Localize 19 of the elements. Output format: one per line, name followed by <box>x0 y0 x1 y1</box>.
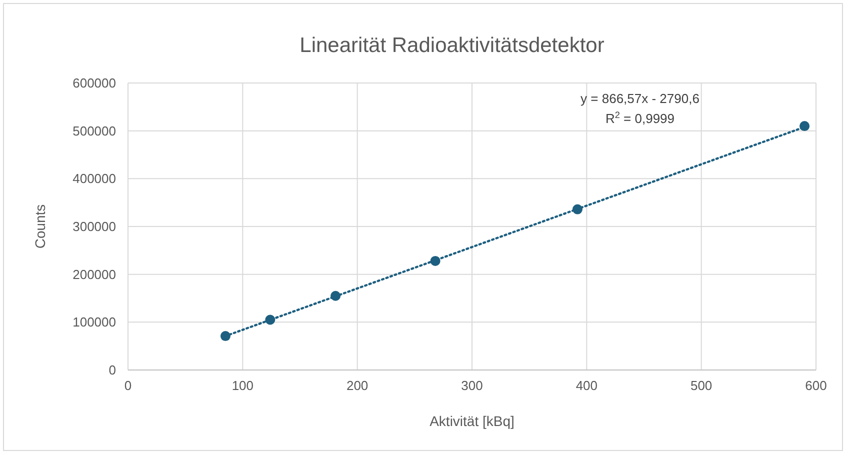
annotation: y = 866,57x - 2790,6 <box>580 91 700 106</box>
annotation: R$^{2}$ = 0,9999 <box>605 110 675 126</box>
x-tick-label: 500 <box>690 378 712 393</box>
y-tick-label: 0 <box>108 362 116 378</box>
y-tick-label: 200000 <box>72 266 116 282</box>
y-tick-label: 500000 <box>72 123 116 138</box>
chart-title: Linearität Radioaktivitätsdetektor <box>300 34 604 57</box>
x-tick-label: 0 <box>124 378 132 393</box>
y-tick-label: 100000 <box>72 314 116 330</box>
y-axis-title: Counts <box>32 204 48 249</box>
y-tick-label: 600000 <box>72 76 116 90</box>
x-tick-label: 600 <box>805 378 827 393</box>
x-axis-title: Aktivität [kBq] <box>430 413 514 429</box>
y-tick-label: 400000 <box>72 171 116 186</box>
x-tick-label: 400 <box>576 378 598 393</box>
x-tick-label: 300 <box>461 378 483 393</box>
y-tick-label: 300000 <box>72 219 116 234</box>
x-tick-label: 100 <box>232 378 254 393</box>
x-tick-label: 200 <box>346 378 368 393</box>
